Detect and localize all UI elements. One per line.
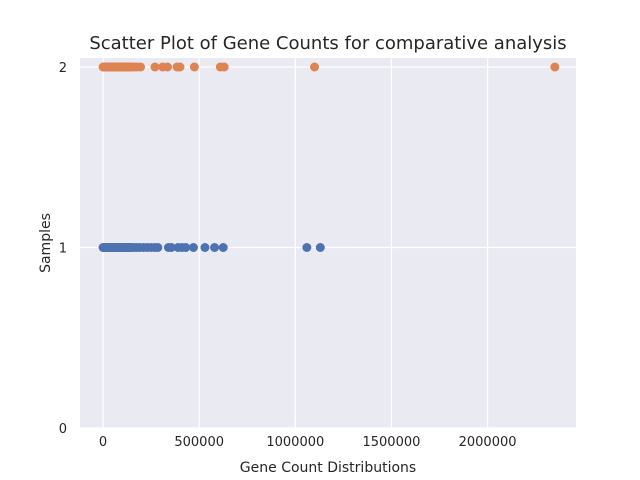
data-point-series-2	[136, 62, 146, 72]
plot-area	[80, 58, 576, 428]
data-point-series-2	[189, 62, 199, 72]
data-point-series-1	[210, 243, 220, 252]
data-points	[98, 62, 560, 252]
data-point-series-1	[188, 243, 198, 252]
data-point-series-1	[166, 243, 176, 252]
y-tick-label: 1	[59, 242, 67, 257]
x-tick-label: 500000	[174, 435, 224, 450]
data-point-series-1	[315, 243, 325, 252]
data-point-series-2	[550, 62, 560, 72]
data-point-series-2	[150, 62, 160, 72]
data-point-series-1	[302, 243, 312, 252]
data-point-series-2	[175, 62, 185, 72]
tick-labels: 0 500000 1000000 1500000 2000000 0 1 2	[59, 61, 517, 450]
x-tick-label: 1500000	[362, 435, 420, 450]
x-axis-title: Gene Count Distributions	[240, 460, 416, 476]
data-point-series-2	[162, 62, 172, 72]
x-tick-label: 1000000	[266, 435, 324, 450]
x-tick-label: 2000000	[459, 435, 517, 450]
data-point-series-2	[310, 62, 320, 72]
data-point-series-2	[219, 62, 229, 72]
data-point-series-1	[153, 243, 163, 252]
y-axis-title: Samples	[38, 213, 54, 273]
data-point-series-1	[218, 243, 228, 252]
chart-title: Scatter Plot of Gene Counts for comparat…	[89, 33, 566, 54]
x-tick-label: 0	[99, 435, 107, 450]
y-tick-label: 0	[59, 422, 67, 437]
data-point-series-1	[200, 243, 210, 252]
y-tick-label: 2	[59, 61, 67, 76]
grid-lines	[80, 58, 576, 429]
data-point-series-1	[181, 243, 191, 252]
